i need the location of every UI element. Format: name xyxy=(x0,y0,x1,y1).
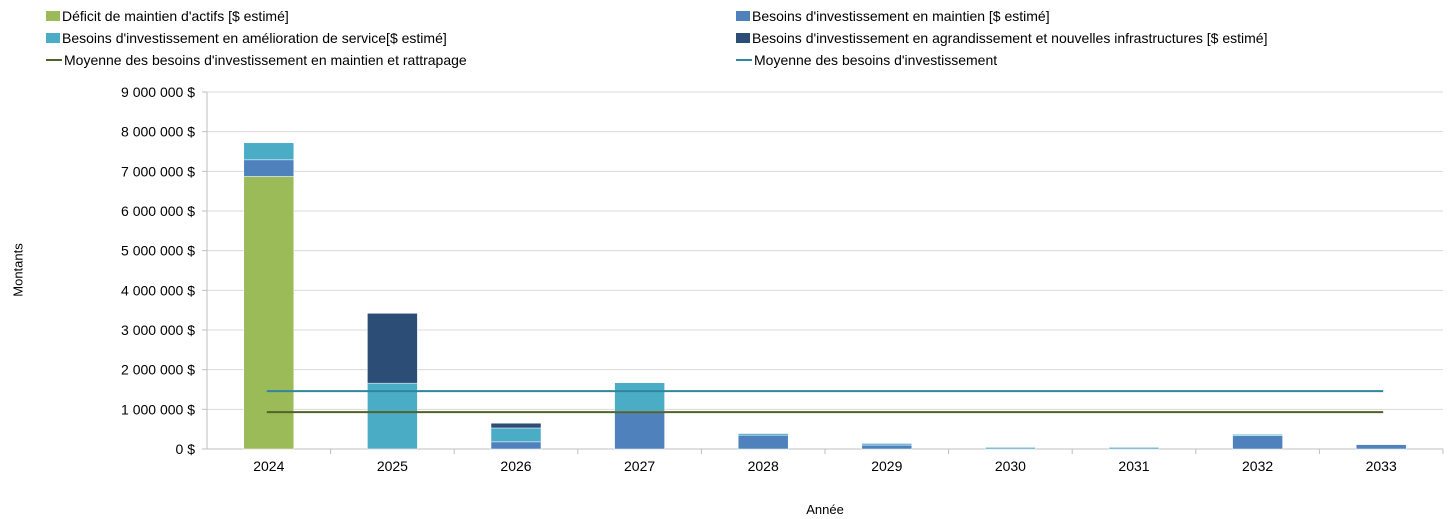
bar-segment-2026-s1 xyxy=(490,441,542,450)
legend-item-amelioration: Besoins d'investissement en amélioration… xyxy=(46,30,447,46)
x-tick-label: 2027 xyxy=(624,458,655,474)
legend-swatch-agrandissement xyxy=(736,33,750,43)
bar-segment-2029-s1 xyxy=(861,444,913,450)
x-tick-label: 2025 xyxy=(377,458,408,474)
legend-item-moyenne-maintien: Moyenne des besoins d'investissement en … xyxy=(46,52,467,68)
x-axis-label: Année xyxy=(806,502,844,517)
legend-label-maintien: Besoins d'investissement en maintien [$ … xyxy=(752,8,1050,24)
y-tick-label: 7 000 000 $ xyxy=(121,163,195,179)
bar-segment-2026-s2 xyxy=(490,427,542,443)
x-tick-label: 2029 xyxy=(871,458,902,474)
legend-label-moyenne: Moyenne des besoins d'investissement xyxy=(754,52,998,68)
bar-segment-2032-s1 xyxy=(1232,435,1283,450)
y-tick-label: 0 $ xyxy=(176,441,196,457)
legend-item-maintien: Besoins d'investissement en maintien [$ … xyxy=(736,8,1050,24)
bar-segment-2032-s2 xyxy=(1232,434,1283,436)
y-tick-label: 5 000 000 $ xyxy=(121,243,195,259)
y-tick-label: 1 000 000 $ xyxy=(121,401,195,417)
legend-swatch-deficit xyxy=(46,11,60,21)
legend-label-deficit: Déficit de maintien d'actifs [$ estimé] xyxy=(62,8,289,24)
bar-segment-2026-s3 xyxy=(490,422,542,429)
bar-segment-2025-s3 xyxy=(367,313,418,384)
legend-swatch-maintien xyxy=(736,11,750,21)
x-tick-label: 2028 xyxy=(748,458,779,474)
y-tick-label: 6 000 000 $ xyxy=(121,203,195,219)
x-tick-label: 2031 xyxy=(1118,458,1149,474)
legend-label-moyenne-maintien: Moyenne des besoins d'investissement en … xyxy=(64,52,467,68)
bar-segment-2029-s2 xyxy=(861,443,913,446)
bar-segment-2025-s2 xyxy=(367,382,418,450)
bar-segment-2033-s1 xyxy=(1355,444,1407,450)
y-tick-label: 9 000 000 $ xyxy=(121,84,195,100)
legend-line-moyenne xyxy=(736,59,752,61)
bar-segment-2024-s2 xyxy=(243,142,295,161)
x-tick-label: 2033 xyxy=(1366,458,1397,474)
bar-segment-2027-s2 xyxy=(614,382,665,412)
bar-segment-2028-s1 xyxy=(737,434,789,450)
bar-segment-2027-s1 xyxy=(614,411,665,450)
legend-label-agrandissement: Besoins d'investissement en agrandisseme… xyxy=(752,30,1268,46)
x-tick-label: 2024 xyxy=(253,458,284,474)
y-axis-label: Montants xyxy=(10,243,26,297)
legend-label-amelioration: Besoins d'investissement en amélioration… xyxy=(62,30,447,46)
y-tick-label: 3 000 000 $ xyxy=(121,322,195,338)
legend-item-deficit: Déficit de maintien d'actifs [$ estimé] xyxy=(46,8,289,24)
legend-line-moyenne-maintien xyxy=(46,59,62,61)
x-tick-label: 2030 xyxy=(995,458,1026,474)
bar-segment-2024-s1 xyxy=(243,159,295,177)
bar-segment-2024-s0 xyxy=(243,176,295,450)
legend-swatch-amelioration xyxy=(46,33,60,43)
y-tick-label: 2 000 000 $ xyxy=(121,362,195,378)
y-tick-label: 4 000 000 $ xyxy=(121,282,195,298)
y-tick-label: 8 000 000 $ xyxy=(121,124,195,140)
legend-item-moyenne: Moyenne des besoins d'investissement xyxy=(736,52,997,68)
bar-segment-2030-s2 xyxy=(985,447,1036,450)
legend-item-agrandissement: Besoins d'investissement en agrandisseme… xyxy=(736,30,1267,46)
x-tick-label: 2032 xyxy=(1242,458,1273,474)
bar-segment-2031-s2 xyxy=(1108,447,1160,450)
bar-segment-2028-s2 xyxy=(737,433,789,436)
x-tick-label: 2026 xyxy=(500,458,531,474)
